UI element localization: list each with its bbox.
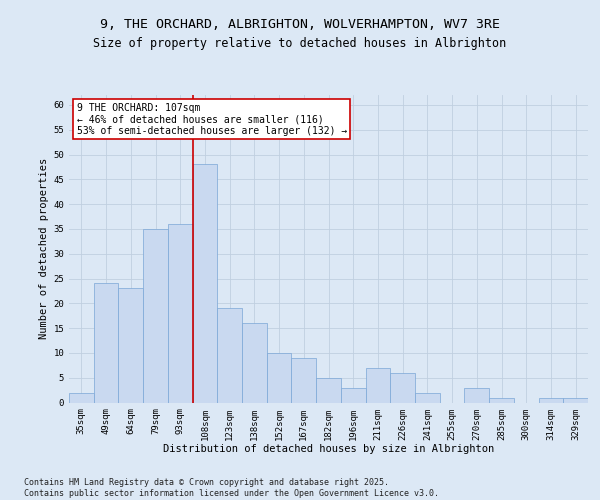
Bar	[143, 229, 168, 402]
Bar	[390, 372, 415, 402]
X-axis label: Distribution of detached houses by size in Albrighton: Distribution of detached houses by size …	[163, 444, 494, 454]
Bar	[489, 398, 514, 402]
Bar	[365, 368, 390, 402]
Bar	[292, 358, 316, 403]
Bar	[341, 388, 365, 402]
Bar	[69, 392, 94, 402]
Text: Size of property relative to detached houses in Albrighton: Size of property relative to detached ho…	[94, 38, 506, 51]
Y-axis label: Number of detached properties: Number of detached properties	[39, 158, 49, 340]
Bar	[415, 392, 440, 402]
Text: 9 THE ORCHARD: 107sqm
← 46% of detached houses are smaller (116)
53% of semi-det: 9 THE ORCHARD: 107sqm ← 46% of detached …	[77, 102, 347, 136]
Bar	[539, 398, 563, 402]
Bar	[316, 378, 341, 402]
Bar	[193, 164, 217, 402]
Bar	[242, 323, 267, 402]
Bar	[94, 284, 118, 403]
Bar	[563, 398, 588, 402]
Bar	[217, 308, 242, 402]
Text: 9, THE ORCHARD, ALBRIGHTON, WOLVERHAMPTON, WV7 3RE: 9, THE ORCHARD, ALBRIGHTON, WOLVERHAMPTO…	[100, 18, 500, 30]
Bar	[118, 288, 143, 403]
Bar	[464, 388, 489, 402]
Bar	[267, 353, 292, 403]
Text: Contains HM Land Registry data © Crown copyright and database right 2025.
Contai: Contains HM Land Registry data © Crown c…	[24, 478, 439, 498]
Bar	[168, 224, 193, 402]
